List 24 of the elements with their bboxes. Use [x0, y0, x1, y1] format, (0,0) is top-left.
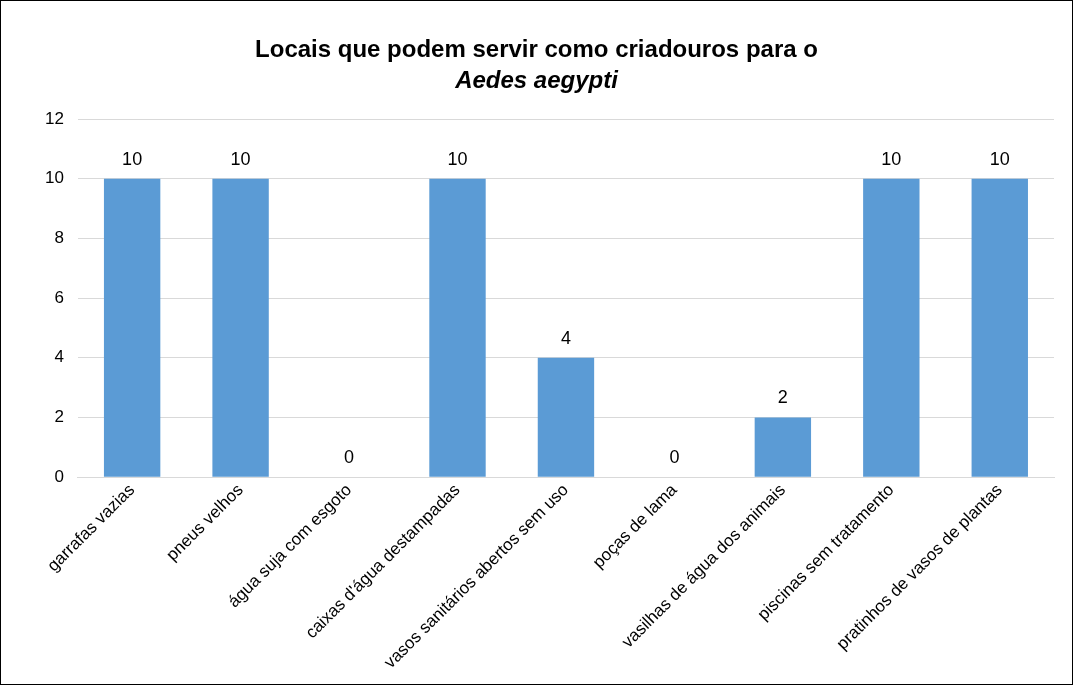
data-label: 10 [447, 148, 468, 169]
data-label: 2 [777, 387, 788, 408]
data-label: 10 [230, 148, 251, 169]
y-tick-label: 4 [54, 347, 64, 367]
data-label: 10 [989, 148, 1010, 169]
y-tick-label: 12 [44, 108, 64, 128]
data-label: 10 [122, 148, 143, 169]
y-tick-label: 2 [54, 407, 64, 427]
y-tick-label: 0 [54, 466, 64, 486]
y-tick-label: 8 [54, 228, 64, 248]
y-tick-label: 10 [44, 168, 64, 188]
data-label: 4 [560, 327, 571, 348]
y-tick-label: 6 [54, 287, 64, 307]
bar [537, 357, 595, 477]
bar [103, 178, 161, 477]
bar [971, 178, 1028, 477]
bar [212, 178, 269, 477]
data-label: 0 [669, 447, 680, 468]
bar [863, 178, 920, 477]
data-label: 0 [344, 447, 355, 468]
bar [429, 178, 486, 477]
chart-title: Locais que podem servir como criadouros para o Aedes aegypti [254, 34, 819, 95]
data-label: 10 [881, 148, 902, 169]
bar [754, 417, 812, 477]
